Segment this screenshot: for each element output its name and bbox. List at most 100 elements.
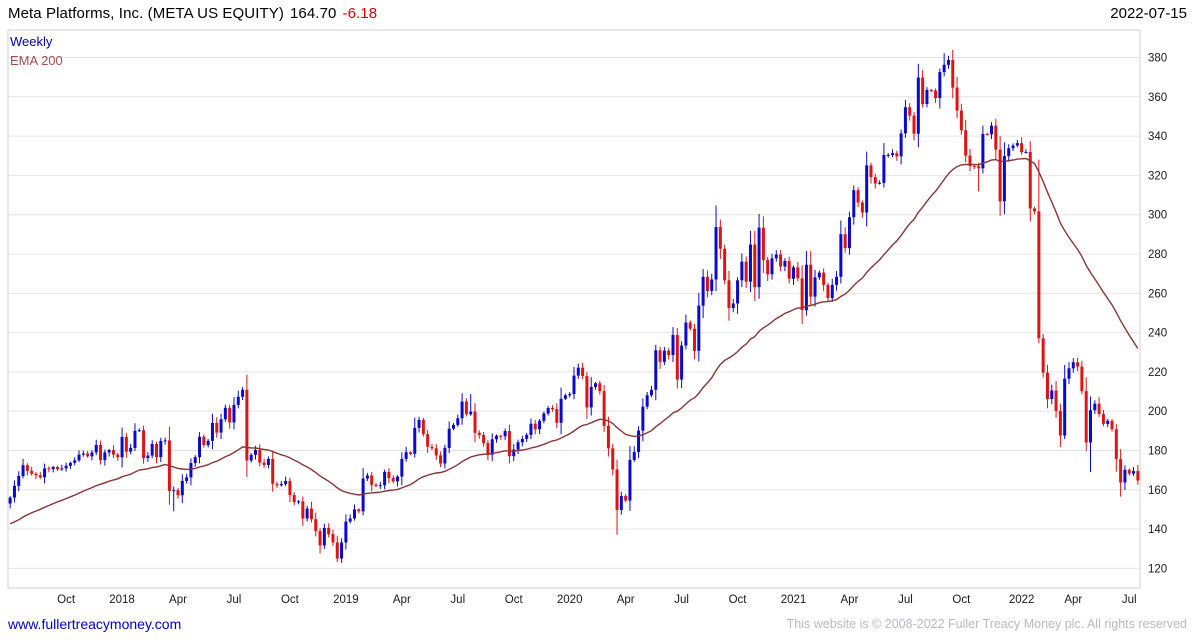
candlestick [671,334,675,355]
candlestick [964,130,968,156]
candlestick [469,411,473,415]
candlestick [258,449,262,463]
candlestick [619,496,623,510]
candlestick [1110,420,1114,430]
candlestick [348,518,352,522]
candlestick [477,432,481,435]
candlestick [903,107,907,134]
candlestick [748,244,752,282]
svg-text:Apr: Apr [1064,594,1082,606]
candlestick [172,490,176,492]
candlestick [38,475,42,478]
candlestick [81,453,85,455]
svg-text:Oct: Oct [505,594,524,606]
candlestick [55,466,59,470]
candlestick [30,470,34,474]
candlestick [279,484,283,486]
candlestick [830,284,834,298]
candlestick [1037,211,1041,339]
candlestick [271,458,275,484]
svg-text:300: 300 [1148,210,1167,222]
candlestick [809,264,813,297]
candlestick [654,350,658,390]
candlestick [856,190,860,203]
candlestick [594,383,598,388]
candlestick [572,375,576,395]
svg-text:160: 160 [1148,485,1167,497]
candlestick [968,155,972,166]
candlestick [804,264,808,311]
candlestick [426,434,430,447]
svg-text:Oct: Oct [952,594,971,606]
candlestick [434,448,438,456]
candlestick [731,303,735,309]
candlestick [611,448,615,470]
candlestick [925,89,929,105]
candlestick [99,444,103,461]
candlestick [1024,152,1028,154]
candlestick [533,423,537,430]
candlestick [770,258,774,275]
candlestick [581,367,585,376]
candlestick [624,496,628,501]
candlestick [507,431,511,457]
candlestick [103,452,107,461]
candlestick [124,436,128,452]
candlestick [236,396,240,405]
candlestick [680,345,684,380]
candlestick [525,434,529,439]
candlestick [365,475,369,479]
candlestick [757,227,761,288]
candlestick [869,165,873,178]
candlestick [1063,378,1067,436]
svg-text:Jul: Jul [898,594,913,606]
candlestick [1011,145,1015,149]
candlestick [1020,143,1024,153]
candlestick [86,453,90,457]
candlestick [637,430,641,453]
svg-text:Jul: Jul [227,594,242,606]
svg-text:380: 380 [1148,53,1167,65]
candlestick [1089,410,1093,443]
candlestick [383,471,387,486]
candlestick [482,434,486,444]
candlestick [865,165,869,213]
candlestick [800,278,804,311]
candlestick [1080,366,1084,392]
candlestick [985,133,989,135]
candlestick [955,87,959,111]
svg-text:2018: 2018 [109,594,135,606]
website-link[interactable]: www.fullertreacymoney.com [8,616,182,632]
candlestick [245,389,249,461]
candlestick [761,227,765,260]
candlestick [327,527,331,535]
candlestick [297,501,301,503]
candlestick [697,305,701,351]
candlestick [318,531,322,546]
candlestick [783,261,787,267]
candlestick [598,383,602,392]
candlestick [111,450,115,455]
candlestick [981,133,985,169]
svg-text:Oct: Oct [281,594,300,606]
candlestick [568,394,572,396]
candlestick [447,428,451,448]
candlestick [667,350,671,355]
candlestick [120,436,124,458]
candlestick [1054,390,1058,411]
candlestick [21,465,25,477]
candlestick [1119,459,1123,483]
candlestick [1136,471,1140,481]
chart-title: Meta Platforms, Inc. (META US EQUITY) 164… [8,5,377,22]
candlestick [1007,148,1011,157]
svg-text:280: 280 [1148,249,1167,261]
candlestick [727,280,731,309]
candlestick [693,328,697,351]
svg-text:240: 240 [1148,328,1167,340]
candlestick [163,440,167,442]
candlestick [1132,471,1136,474]
candlestick [766,259,770,275]
candlestick [1067,368,1071,379]
candlestick [137,430,141,432]
candlestick [490,439,494,455]
